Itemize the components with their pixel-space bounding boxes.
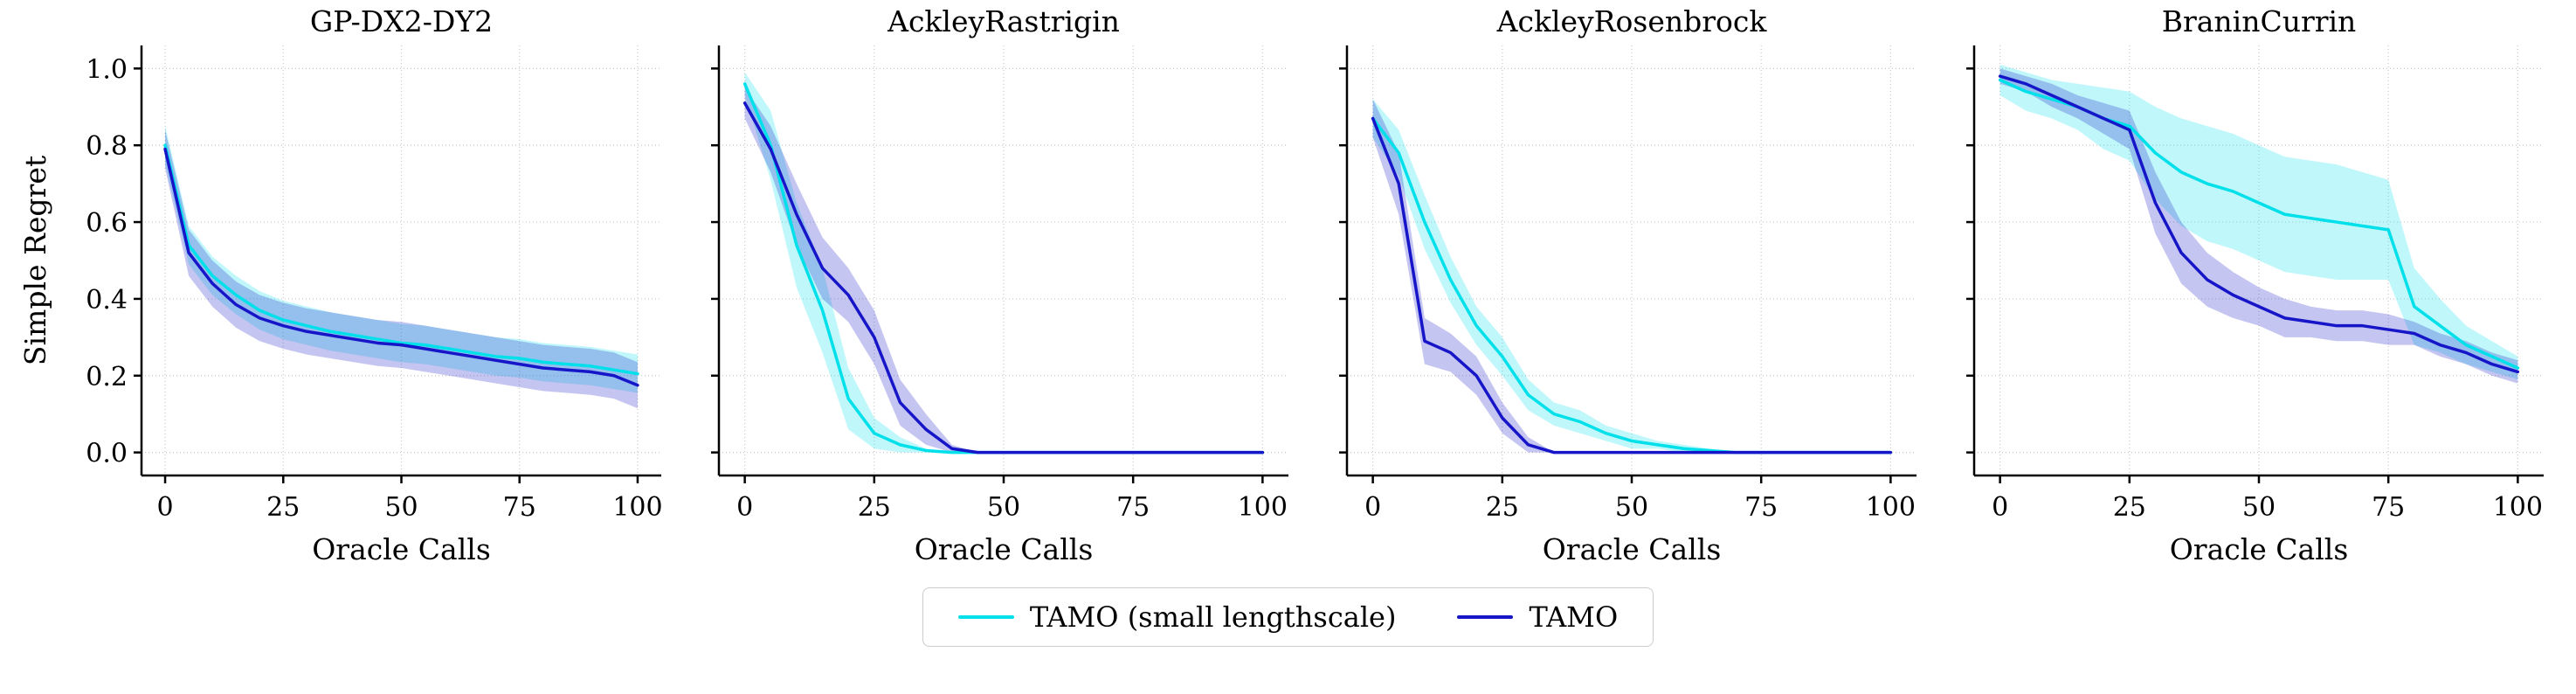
svg-text:100: 100 [1238,492,1288,523]
svg-text:25: 25 [1485,492,1518,523]
subplot-ackleyrosenbrock: 0 25 50 75 100 AckleyRosenbrock Oracle Calls [1314,0,1938,582]
legend-row: TAMO (small lengthscale) TAMO [0,587,2576,647]
svg-text:25: 25 [858,492,891,523]
legend-label-tamo-small-lengthscale: TAMO (small lengthscale) [1029,600,1397,634]
svg-text:75: 75 [1116,492,1150,523]
subplot-canvas-1: 0 25 50 75 100 AckleyRastrigin Oracle Calls [711,4,1289,566]
svg-text:0: 0 [156,492,173,523]
svg-text:100: 100 [2493,492,2543,523]
svg-text:Oracle Calls: Oracle Calls [312,532,491,566]
svg-text:50: 50 [987,492,1020,523]
svg-text:Oracle Calls: Oracle Calls [915,532,1094,566]
svg-text:100: 100 [612,492,662,523]
subplot-ackleyrastrigin: 0 25 50 75 100 AckleyRastrigin Oracle Calls [686,0,1310,582]
svg-text:75: 75 [503,492,536,523]
svg-text:Oracle Calls: Oracle Calls [2170,532,2349,566]
subplot-gp-dx2-dy2: 0 25 50 75 100 0.0 0.2 0.4 0.6 0.8 1.0 GP-DX2-DY2 Or… [10,0,683,582]
svg-text:0: 0 [736,492,753,523]
subplot-branincurrin: 0 25 50 75 100 BraninCurrin Oracle Calls [1941,0,2566,582]
legend-item-tamo-small-lengthscale: TAMO (small lengthscale) [957,600,1397,634]
svg-text:75: 75 [1744,492,1778,523]
svg-text:100: 100 [1865,492,1915,523]
legend-label-tamo: TAMO [1529,600,1619,634]
svg-text:1.0: 1.0 [86,54,128,85]
svg-text:0: 0 [1992,492,2008,523]
svg-text:0.8: 0.8 [86,131,128,162]
legend-line-sample-cyan [957,615,1014,619]
svg-text:50: 50 [384,492,418,523]
subplot-canvas-2: 0 25 50 75 100 AckleyRosenbrock Oracle Calls [1338,4,1916,566]
legend-line-sample-blue [1457,615,1514,619]
legend: TAMO (small lengthscale) TAMO [922,587,1654,647]
subplot-canvas-0: 0 25 50 75 100 0.0 0.2 0.4 0.6 0.8 1.0 GP-DX2-DY2 Or… [18,4,663,566]
subplot-row: 0 25 50 75 100 0.0 0.2 0.4 0.6 0.8 1.0 GP-DX2-DY2 Or… [10,0,2566,582]
svg-text:75: 75 [2372,492,2405,523]
svg-text:0.4: 0.4 [86,285,128,316]
svg-text:BraninCurrin: BraninCurrin [2162,4,2357,38]
svg-text:Simple Regret: Simple Regret [18,156,52,365]
svg-text:50: 50 [2242,492,2276,523]
svg-text:AckleyRosenbrock: AckleyRosenbrock [1495,4,1767,38]
svg-text:25: 25 [266,492,300,523]
svg-text:Oracle Calls: Oracle Calls [1542,532,1721,566]
svg-text:0.2: 0.2 [86,362,128,392]
legend-item-tamo: TAMO [1457,600,1618,634]
subplot-canvas-3: 0 25 50 75 100 BraninCurrin Oracle Calls [1965,4,2544,566]
svg-text:50: 50 [1615,492,1648,523]
svg-text:0.6: 0.6 [86,208,128,239]
svg-text:GP-DX2-DY2: GP-DX2-DY2 [310,4,493,38]
svg-text:AckleyRastrigin: AckleyRastrigin [887,4,1120,38]
svg-text:0: 0 [1364,492,1381,523]
svg-text:0.0: 0.0 [86,439,128,469]
svg-text:25: 25 [2113,492,2146,523]
